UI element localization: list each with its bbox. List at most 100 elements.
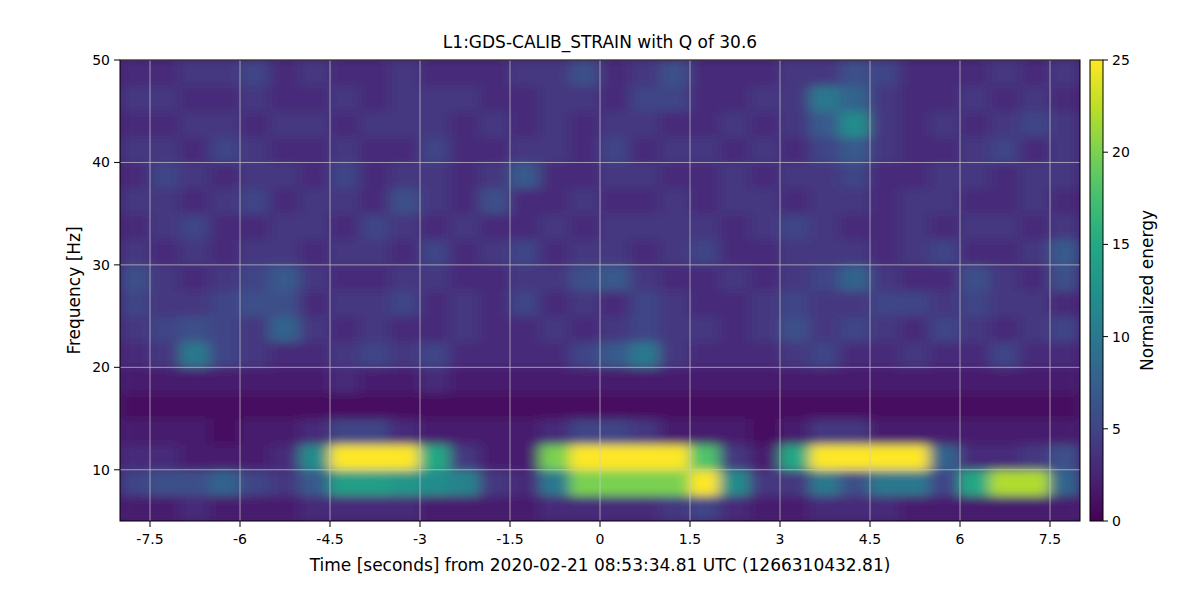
colorbar-tick-label: 25 — [1112, 52, 1130, 68]
heatmap-cell — [420, 60, 451, 86]
heatmap-cell — [1050, 213, 1081, 240]
heatmap-cell — [870, 60, 901, 86]
heatmap-cell — [630, 162, 661, 189]
heatmap-cell — [840, 341, 871, 368]
heatmap-cell — [180, 111, 211, 138]
x-tick — [780, 521, 781, 527]
heatmap-cell — [930, 188, 961, 215]
heatmap-cell — [540, 162, 571, 189]
heatmap-cell — [360, 495, 391, 521]
heatmap-cell — [810, 239, 841, 266]
heatmap-cell — [570, 162, 601, 189]
heatmap-cell — [750, 367, 781, 394]
heatmap-cell — [300, 111, 331, 138]
heatmap-cell — [930, 60, 961, 86]
heatmap-cell — [660, 392, 691, 419]
heatmap-cell — [690, 341, 721, 368]
grid-line — [1050, 60, 1051, 521]
heatmap-cell — [120, 392, 151, 419]
heatmap-cell — [390, 239, 421, 266]
heatmap-cell — [870, 136, 901, 163]
heatmap-cell — [720, 418, 751, 445]
heatmap-cell — [330, 418, 361, 445]
y-tick — [114, 469, 120, 470]
heatmap-cell — [300, 290, 331, 317]
heatmap-cell — [210, 316, 241, 343]
heatmap-cell — [240, 188, 271, 215]
heatmap-cell — [870, 239, 901, 266]
heatmap-cell — [360, 367, 391, 394]
heatmap-cell — [540, 85, 571, 112]
heatmap-cell — [840, 444, 871, 471]
heatmap-cell — [300, 136, 331, 163]
heatmap-cell — [300, 264, 331, 291]
y-tick — [114, 367, 120, 368]
heatmap-cell — [540, 264, 571, 291]
heatmap-cell — [420, 213, 451, 240]
heatmap-cell — [690, 290, 721, 317]
heatmap-cell — [630, 444, 661, 471]
heatmap-cell — [990, 392, 1021, 419]
heatmap-cell — [570, 392, 601, 419]
heatmap-cell — [900, 239, 931, 266]
heatmap-cell — [870, 469, 901, 496]
heatmap-cell — [1050, 85, 1081, 112]
heatmap-cell — [900, 316, 931, 343]
heatmap-cell — [990, 162, 1021, 189]
heatmap-cell — [390, 290, 421, 317]
heatmap-cell — [780, 418, 811, 445]
grid-line — [420, 60, 421, 521]
heatmap-cell — [390, 60, 421, 86]
heatmap-cell — [540, 444, 571, 471]
x-tick-label: 7.5 — [1039, 531, 1061, 547]
heatmap-cell — [450, 290, 481, 317]
heatmap-cell — [210, 136, 241, 163]
heatmap-cell — [570, 85, 601, 112]
heatmap-cell — [1020, 111, 1051, 138]
heatmap-cell — [840, 418, 871, 445]
heatmap-cell — [180, 444, 211, 471]
heatmap-cell — [300, 341, 331, 368]
heatmap-cell — [600, 367, 631, 394]
heatmap-cell — [810, 469, 841, 496]
heatmap-cell — [900, 85, 931, 112]
heatmap-cell — [960, 495, 991, 521]
heatmap-cell — [180, 188, 211, 215]
heatmap-cell — [270, 85, 301, 112]
heatmap-cell — [300, 213, 331, 240]
heatmap-cell — [840, 136, 871, 163]
heatmap-cell — [240, 392, 271, 419]
heatmap-cell — [780, 239, 811, 266]
heatmap-cell — [600, 136, 631, 163]
heatmap-cell — [240, 367, 271, 394]
heatmap-cell — [540, 136, 571, 163]
heatmap-cell — [750, 418, 781, 445]
heatmap-cell — [840, 264, 871, 291]
heatmap-cell — [600, 341, 631, 368]
heatmap-cell — [630, 111, 661, 138]
heatmap-cell — [990, 341, 1021, 368]
heatmap-cell — [1020, 162, 1051, 189]
heatmap-cell — [480, 341, 511, 368]
heatmap-cell — [480, 85, 511, 112]
heatmap-cell — [900, 495, 931, 521]
heatmap-cell — [960, 469, 991, 496]
heatmap-cell — [480, 392, 511, 419]
heatmap-cell — [330, 316, 361, 343]
grid-line — [690, 60, 691, 521]
y-tick-label: 50 — [92, 52, 110, 68]
heatmap-cell — [150, 469, 181, 496]
heatmap-cell — [330, 290, 361, 317]
heatmap-cell — [1050, 469, 1081, 496]
heatmap-cell — [720, 60, 751, 86]
heatmap-cell — [1050, 188, 1081, 215]
heatmap-cell — [1020, 341, 1051, 368]
heatmap-cell — [690, 136, 721, 163]
heatmap-cell — [390, 316, 421, 343]
heatmap-cell — [990, 188, 1021, 215]
heatmap-cell — [900, 213, 931, 240]
heatmap-cell — [240, 239, 271, 266]
heatmap-cell — [810, 341, 841, 368]
heatmap-cell — [150, 418, 181, 445]
heatmap-cell — [480, 111, 511, 138]
